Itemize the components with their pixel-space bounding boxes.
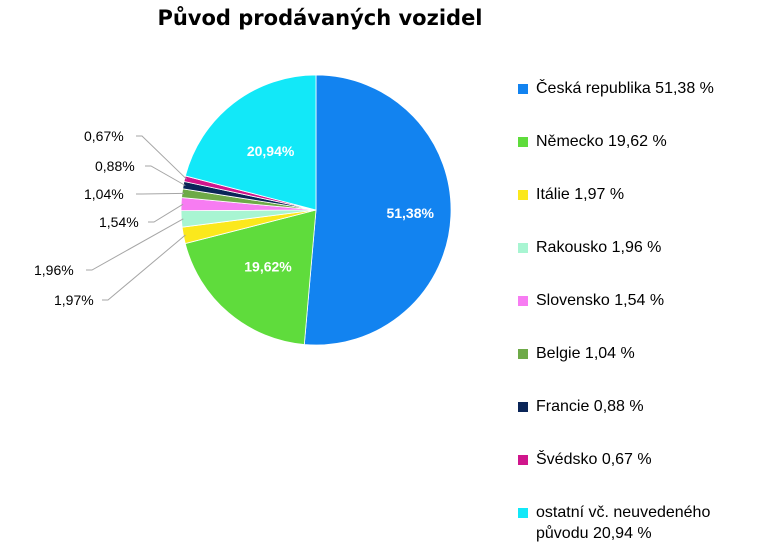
- leader-line: [136, 135, 187, 180]
- data-label: 1,96%: [34, 262, 74, 278]
- data-label: 0,67%: [84, 128, 124, 144]
- legend-item: ostatní vč. neuvedeného původu 20,94 %: [518, 502, 756, 544]
- legend-label: Belgie 1,04 %: [536, 345, 635, 362]
- legend-swatch: [518, 137, 528, 147]
- legend-label: Německo 19,62 %: [536, 133, 667, 150]
- leader-line: [148, 203, 184, 223]
- legend-item: Slovensko 1,54 %: [518, 290, 756, 311]
- legend-swatch: [518, 190, 528, 200]
- legend-swatch: [518, 84, 528, 94]
- data-label: 1,04%: [84, 186, 124, 202]
- legend-item: Rakousko 1,96 %: [518, 237, 756, 258]
- data-label: 20,94%: [247, 143, 295, 159]
- data-label: 51,38%: [386, 205, 434, 221]
- legend-item: Švédsko 0,67 %: [518, 449, 756, 470]
- legend-swatch: [518, 243, 528, 253]
- legend-label: Rakousko 1,96 %: [536, 239, 662, 256]
- legend-label: Švédsko 0,67 %: [536, 451, 652, 468]
- data-label: 0,88%: [95, 158, 135, 174]
- legend-label: Česká republika 51,38 %: [536, 80, 714, 97]
- leader-line: [86, 218, 184, 271]
- legend-item: Francie 0,88 %: [518, 396, 756, 417]
- legend-label: Itálie 1,97 %: [536, 186, 625, 203]
- legend-label: ostatní vč. neuvedeného původu 20,94 %: [536, 504, 711, 542]
- leader-line: [145, 165, 186, 186]
- legend-swatch: [518, 402, 528, 412]
- legend-label: Slovensko 1,54 %: [536, 292, 665, 309]
- pie-slice: [184, 209, 317, 345]
- legend-swatch: [518, 508, 528, 518]
- legend-label: Francie 0,88 %: [536, 398, 644, 415]
- leader-line: [136, 192, 185, 195]
- legend-item: Česká republika 51,38 %: [518, 78, 756, 99]
- legend-item: Německo 19,62 %: [518, 131, 756, 152]
- legend-item: Itálie 1,97 %: [518, 184, 756, 205]
- chart-title: Původ prodávaných vozidel: [157, 6, 483, 30]
- data-label: 1,54%: [99, 214, 139, 230]
- legend-swatch: [518, 455, 528, 465]
- legend-item: Belgie 1,04 %: [518, 343, 756, 364]
- legend-swatch: [518, 349, 528, 359]
- data-label: 1,97%: [54, 292, 94, 308]
- leader-line: [102, 234, 186, 301]
- legend-swatch: [518, 296, 528, 306]
- pie-slice: [184, 74, 317, 211]
- pie-slice: [303, 74, 452, 346]
- data-label: 19,62%: [244, 259, 292, 275]
